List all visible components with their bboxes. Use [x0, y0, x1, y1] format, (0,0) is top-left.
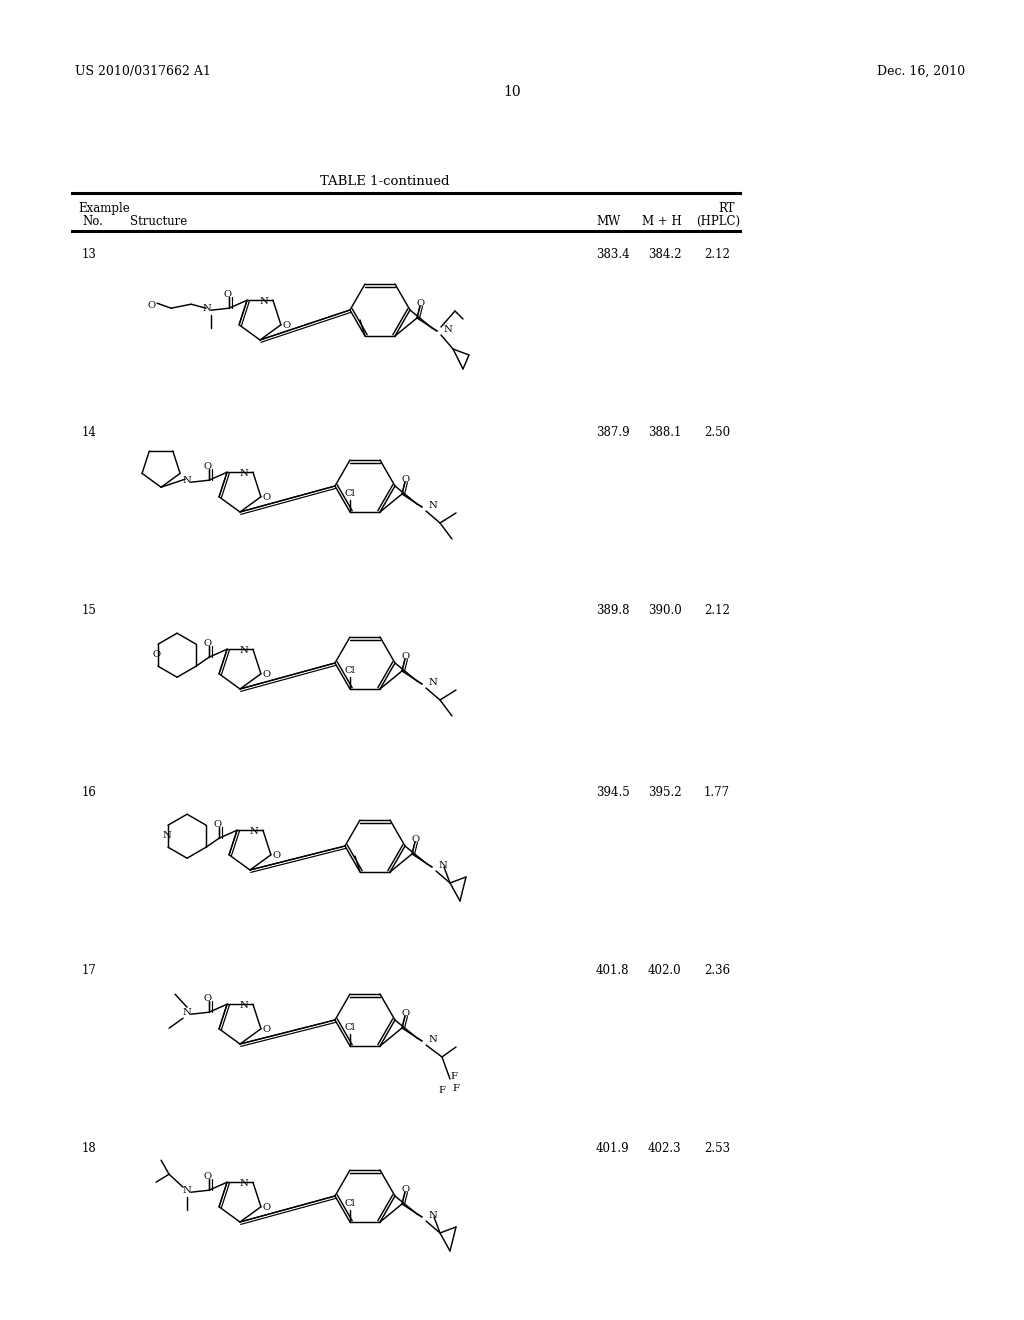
Text: N: N: [428, 1212, 437, 1221]
Text: Dec. 16, 2010: Dec. 16, 2010: [877, 65, 965, 78]
Text: 383.4: 383.4: [596, 248, 630, 261]
Text: N: N: [240, 1179, 248, 1188]
Text: (HPLC): (HPLC): [696, 215, 740, 228]
Text: N: N: [438, 862, 446, 870]
Text: 1.77: 1.77: [705, 785, 730, 799]
Text: 395.2: 395.2: [648, 785, 682, 799]
Text: Cl: Cl: [345, 667, 355, 676]
Text: O: O: [263, 494, 271, 503]
Text: 13: 13: [82, 248, 97, 261]
Text: N: N: [259, 297, 268, 306]
Text: 389.8: 389.8: [596, 605, 630, 616]
Text: O: O: [412, 836, 420, 845]
Text: O: O: [272, 851, 281, 861]
Text: N: N: [443, 326, 452, 334]
Text: No.: No.: [82, 215, 102, 228]
Text: N: N: [182, 475, 191, 484]
Text: N: N: [240, 645, 248, 655]
Text: O: O: [223, 289, 231, 298]
Text: O: O: [203, 1172, 211, 1180]
Text: Cl: Cl: [345, 490, 355, 499]
Text: O: O: [147, 301, 155, 310]
Text: 2.12: 2.12: [705, 248, 730, 261]
Text: 16: 16: [82, 785, 97, 799]
Text: 2.50: 2.50: [705, 426, 730, 440]
Text: O: O: [283, 321, 291, 330]
Text: N: N: [428, 678, 437, 688]
Text: N: N: [182, 1007, 191, 1016]
Text: N: N: [250, 826, 258, 836]
Text: Example: Example: [78, 202, 130, 215]
Text: O: O: [203, 462, 211, 471]
Text: O: O: [263, 671, 271, 680]
Text: 2.53: 2.53: [705, 1142, 730, 1155]
Text: M + H: M + H: [642, 215, 682, 228]
Text: N: N: [182, 1185, 191, 1195]
Text: O: O: [203, 994, 211, 1003]
Text: O: O: [203, 639, 211, 648]
Text: 387.9: 387.9: [596, 426, 630, 440]
Text: O: O: [402, 1010, 410, 1019]
Text: 390.0: 390.0: [648, 605, 682, 616]
Text: MW: MW: [596, 215, 621, 228]
Text: O: O: [153, 649, 161, 659]
Text: 18: 18: [82, 1142, 96, 1155]
Text: 384.2: 384.2: [648, 248, 682, 261]
Text: US 2010/0317662 A1: US 2010/0317662 A1: [75, 65, 211, 78]
Text: N: N: [163, 830, 171, 840]
Text: O: O: [213, 820, 221, 829]
Text: 17: 17: [82, 964, 97, 977]
Text: F: F: [453, 1085, 460, 1093]
Text: 402.3: 402.3: [648, 1142, 682, 1155]
Text: 388.1: 388.1: [648, 426, 681, 440]
Text: F: F: [451, 1072, 458, 1081]
Text: Cl: Cl: [345, 1200, 355, 1209]
Text: 401.8: 401.8: [596, 964, 630, 977]
Text: 15: 15: [82, 605, 97, 616]
Text: 10: 10: [503, 84, 521, 99]
Text: O: O: [263, 1026, 271, 1035]
Text: RT: RT: [719, 202, 735, 215]
Text: 14: 14: [82, 426, 97, 440]
Text: Cl: Cl: [345, 1023, 355, 1032]
Text: N: N: [240, 469, 248, 478]
Text: 2.12: 2.12: [705, 605, 730, 616]
Text: 402.0: 402.0: [648, 964, 682, 977]
Text: N: N: [428, 502, 437, 511]
Text: O: O: [263, 1204, 271, 1212]
Text: 394.5: 394.5: [596, 785, 630, 799]
Text: 2.36: 2.36: [705, 964, 730, 977]
Text: TABLE 1-continued: TABLE 1-continued: [321, 176, 450, 187]
Text: F: F: [438, 1086, 445, 1096]
Text: O: O: [402, 652, 410, 661]
Text: O: O: [402, 475, 410, 484]
Text: O: O: [402, 1185, 410, 1195]
Text: N: N: [240, 1001, 248, 1010]
Text: Structure: Structure: [130, 215, 187, 228]
Text: N: N: [203, 304, 211, 313]
Text: N: N: [428, 1035, 437, 1044]
Text: O: O: [417, 300, 425, 309]
Text: 401.9: 401.9: [596, 1142, 630, 1155]
